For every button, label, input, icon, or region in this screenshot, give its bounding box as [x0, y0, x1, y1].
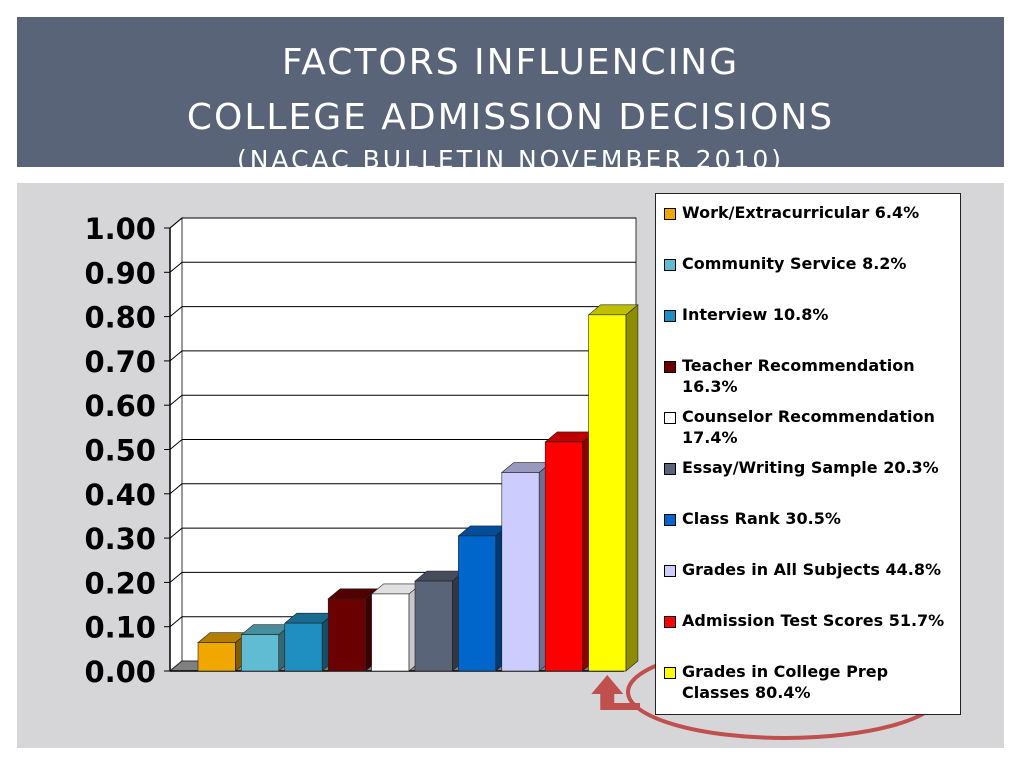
legend-swatch [664, 616, 676, 628]
legend-label: Grades in College Prep Classes 80.4% [682, 662, 889, 702]
legend-item: Essay/Writing Sample 20.3% [664, 457, 956, 478]
legend-swatch [664, 259, 676, 271]
legend-item: Counselor Recommendation 17.4% [664, 406, 956, 448]
legend-item: Community Service 8.2% [664, 253, 956, 274]
gridline-side [169, 217, 183, 229]
legend-item: Grades in College Prep Classes 80.4% [664, 661, 956, 703]
chart-legend: Work/Extracurricular 6.4% Community Servi… [655, 193, 961, 715]
gridline-side [169, 616, 183, 628]
title-line-2: COLLEGE ADMISSION DECISIONS [186, 97, 835, 138]
legend-swatch [664, 208, 676, 220]
legend-swatch [664, 412, 676, 424]
legend-label: Grades in All Subjects 44.8% [682, 560, 942, 579]
y-tick-label: 0.70 [84, 345, 156, 379]
legend-swatch [664, 361, 676, 373]
legend-item: Admission Test Scores 51.7% [664, 610, 956, 631]
legend-label: Essay/Writing Sample 20.3% [682, 458, 939, 477]
y-tick-label: 0.60 [84, 389, 156, 423]
legend-swatch [664, 514, 676, 526]
legend-item: Grades in All Subjects 44.8% [664, 559, 956, 580]
y-tick-label: 0.20 [84, 566, 156, 600]
y-tick-label: 0.00 [84, 655, 156, 689]
bar [588, 314, 627, 672]
y-tick-label: 0.50 [84, 434, 156, 468]
highlight-arrow [591, 675, 640, 710]
gridline-side [169, 306, 183, 317]
legend-label: Teacher Recommendation 16.3% [682, 356, 915, 396]
title-line-1: FACTORS INFLUENCING [281, 42, 740, 83]
legend-label: Counselor Recommendation 17.4% [682, 407, 935, 447]
bar [501, 472, 540, 672]
y-tick-label: 0.80 [84, 301, 156, 335]
bar [241, 634, 280, 672]
legend-item: Work/Extracurricular 6.4% [664, 202, 956, 223]
bar [371, 593, 410, 672]
legend-label: Work/Extracurricular 6.4% [682, 203, 920, 222]
gridline-side [169, 527, 183, 539]
y-tick-label: 1.00 [84, 212, 156, 246]
gridline-side [169, 572, 183, 583]
title-subtitle: (NACAC BULLETIN NOVEMBER 2010) [236, 145, 785, 174]
gridline-side [169, 439, 183, 450]
y-tick-label: 0.10 [84, 611, 156, 645]
title-banner: FACTORS INFLUENCING COLLEGE ADMISSION DE… [17, 17, 1004, 174]
bar [197, 642, 236, 672]
legend-label: Admission Test Scores 51.7% [682, 611, 945, 630]
legend-swatch [664, 565, 676, 577]
bar [414, 580, 453, 672]
y-tick-label: 0.90 [84, 256, 156, 290]
legend-item: Interview 10.8% [664, 304, 956, 325]
bar-side [625, 304, 639, 672]
bar [284, 622, 323, 672]
legend-label: Community Service 8.2% [682, 254, 907, 273]
legend-swatch [664, 310, 676, 322]
bar [327, 598, 366, 672]
gridline-side [169, 350, 183, 362]
gridline-side [169, 394, 183, 406]
gridline-side [169, 261, 183, 273]
y-tick-label: 0.30 [84, 522, 156, 556]
legend-item: Class Rank 30.5% [664, 508, 956, 529]
y-tick-label: 0.40 [84, 478, 156, 512]
legend-label: Interview 10.8% [682, 305, 829, 324]
legend-swatch [664, 463, 676, 475]
legend-item: Teacher Recommendation 16.3% [664, 355, 956, 397]
bar [544, 441, 583, 672]
legend-label: Class Rank 30.5% [682, 509, 841, 528]
legend-swatch [664, 667, 676, 679]
bar [458, 535, 497, 672]
gridline-side [169, 483, 183, 495]
